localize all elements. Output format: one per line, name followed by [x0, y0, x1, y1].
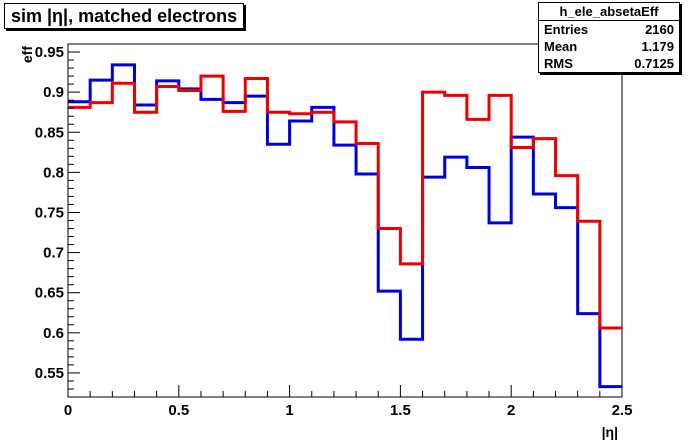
y-tick-label: 0.65: [35, 285, 64, 302]
histogram-series-1: [68, 74, 622, 330]
stats-entries-value: 2160: [645, 22, 674, 37]
y-tick-label: 0.6: [43, 325, 64, 342]
x-tick-label: 2.5: [612, 402, 633, 419]
y-tick-label: 0.9: [43, 84, 64, 101]
x-tick-label: 1: [285, 402, 293, 419]
stats-histogram-name: h_ele_absetaEff: [539, 3, 679, 21]
y-tick-label: 0.8: [43, 164, 64, 181]
stats-row-entries: Entries 2160: [539, 21, 679, 38]
stats-entries-label: Entries: [544, 22, 589, 37]
y-tick-label: 0.75: [35, 204, 64, 221]
x-tick-label: 0: [64, 402, 72, 419]
x-tick-label: 2: [507, 402, 515, 419]
stats-rms-value: 0.7125: [634, 56, 674, 71]
y-tick-label: 0.55: [35, 365, 64, 382]
x-axis-label: |η|: [602, 424, 618, 440]
y-tick-label: 0.7: [43, 245, 64, 262]
y-tick-label: 0.95: [35, 44, 64, 61]
stats-row-rms: RMS 0.7125: [539, 55, 679, 72]
y-tick-label: 0.85: [35, 124, 64, 141]
x-tick-label: 1.5: [390, 402, 411, 419]
stats-rms-label: RMS: [544, 56, 573, 71]
stats-row-mean: Mean 1.179: [539, 38, 679, 55]
x-tick-label: 0.5: [168, 402, 189, 419]
plot-title: sim |η|, matched electrons: [4, 3, 245, 29]
stats-mean-label: Mean: [544, 39, 578, 54]
stats-box: h_ele_absetaEff Entries 2160 Mean 1.179 …: [538, 2, 680, 73]
stats-mean-value: 1.179: [641, 39, 674, 54]
plot-frame: [67, 43, 623, 398]
y-axis-label: eff: [19, 46, 35, 63]
histogram-series-0: [68, 63, 622, 389]
